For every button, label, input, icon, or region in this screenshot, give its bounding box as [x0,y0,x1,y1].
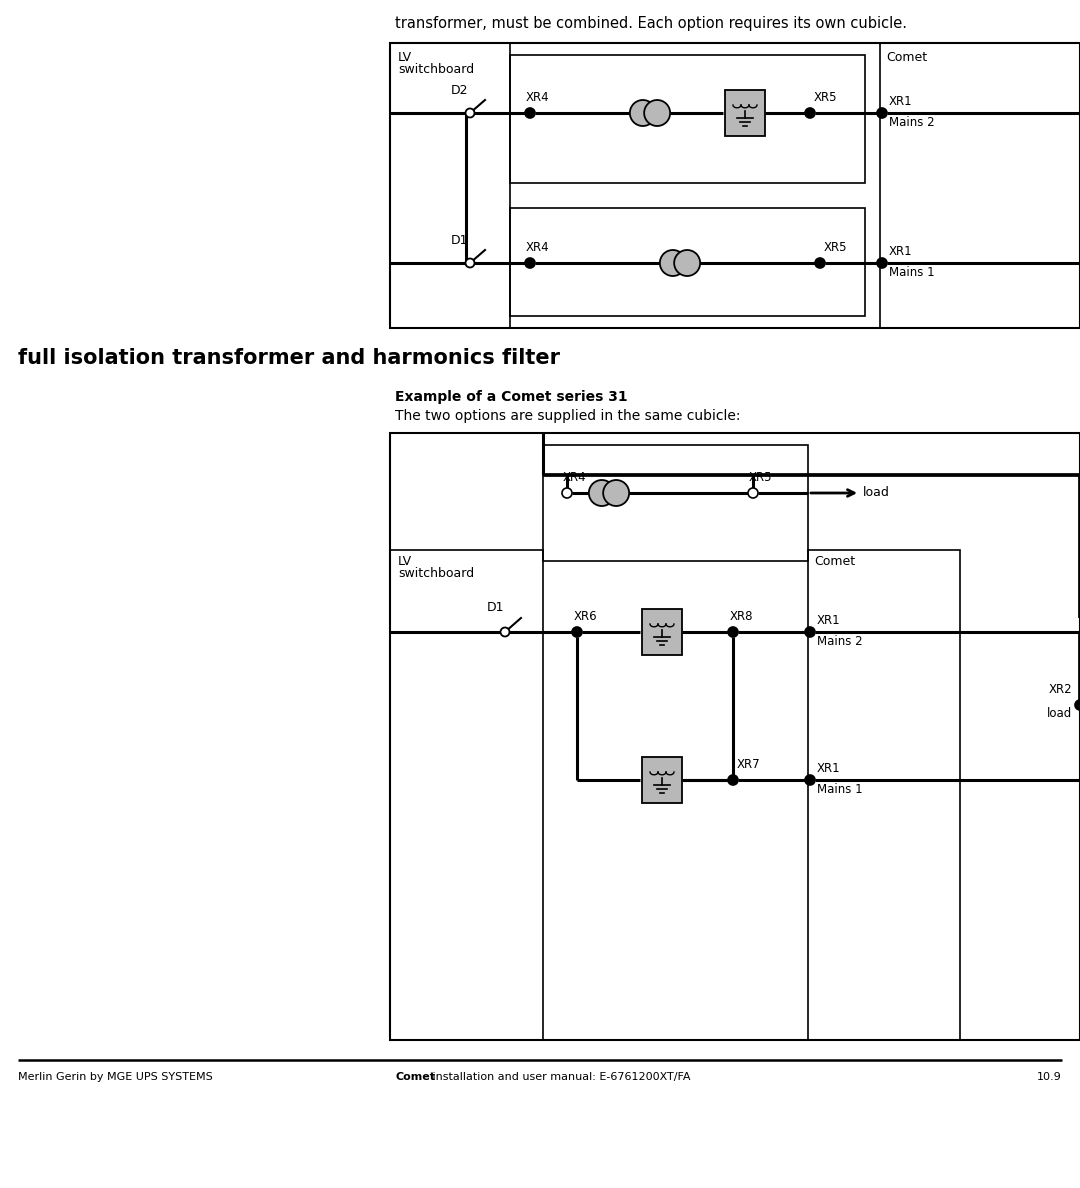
Bar [543,446,808,561]
Bar [642,757,681,803]
Bar [390,43,1080,328]
Circle shape [644,100,671,126]
Text: switchboard: switchboard [399,567,474,580]
Text: installation and user manual: E-6761200XT/FA: installation and user manual: E-6761200X… [429,1072,690,1082]
Text: XR8: XR8 [730,609,754,623]
Circle shape [562,488,572,498]
Circle shape [877,258,887,268]
Circle shape [805,627,815,637]
Circle shape [465,108,474,118]
Text: XR6: XR6 [573,609,597,623]
Text: Comet: Comet [814,555,855,568]
Text: Example of a Comet series 31: Example of a Comet series 31 [395,390,627,404]
Text: XR1: XR1 [889,95,913,108]
Circle shape [748,488,758,498]
Text: LV: LV [399,555,413,568]
Bar [510,208,865,316]
Bar [390,432,1080,1040]
Text: Comet: Comet [886,51,927,64]
Circle shape [630,100,656,126]
Text: XR1: XR1 [889,245,913,258]
Text: XR5: XR5 [750,470,772,484]
Circle shape [728,775,738,785]
Circle shape [1075,700,1080,710]
Text: Merlin Gerin by MGE UPS SYSTEMS: Merlin Gerin by MGE UPS SYSTEMS [18,1072,213,1082]
Text: Mains 1: Mains 1 [889,266,934,279]
Circle shape [660,249,686,276]
Text: D1: D1 [486,601,503,614]
Text: LV: LV [399,51,413,64]
Bar [725,90,765,135]
Text: Mains 2: Mains 2 [816,636,863,647]
Text: load: load [863,487,890,499]
Text: Mains 1: Mains 1 [816,783,863,796]
Circle shape [728,627,738,637]
Text: XR5: XR5 [824,241,848,254]
Circle shape [465,259,474,267]
Circle shape [500,627,510,637]
Circle shape [674,249,700,276]
Circle shape [815,258,825,268]
Circle shape [572,627,582,637]
Bar [880,43,1080,328]
Text: XR1: XR1 [816,762,840,775]
Text: XR5: XR5 [814,91,837,105]
Text: D2: D2 [451,84,469,97]
Text: XR2: XR2 [1049,683,1072,696]
Circle shape [805,108,815,118]
Text: Comet: Comet [395,1072,435,1082]
Circle shape [525,258,535,268]
Text: XR4: XR4 [563,470,586,484]
Bar [642,609,681,655]
Bar [808,550,960,1040]
Bar [510,55,865,183]
Text: XR1: XR1 [816,614,840,627]
Text: XR4: XR4 [526,241,550,254]
Circle shape [525,108,535,118]
Text: D1: D1 [451,234,469,247]
Text: full isolation transformer and harmonics filter: full isolation transformer and harmonics… [18,348,561,368]
Text: load: load [1047,707,1072,720]
Circle shape [603,480,630,506]
Text: Mains 2: Mains 2 [889,116,934,129]
Circle shape [589,480,615,506]
Text: The two options are supplied in the same cubicle:: The two options are supplied in the same… [395,409,741,423]
Text: 10.9: 10.9 [1037,1072,1062,1082]
Circle shape [877,108,887,118]
Text: transformer, must be combined. Each option requires its own cubicle.: transformer, must be combined. Each opti… [395,15,907,31]
Text: XR4: XR4 [526,91,550,105]
Circle shape [805,775,815,785]
Text: switchboard: switchboard [399,63,474,76]
Text: XR7: XR7 [737,758,760,771]
Bar [390,550,543,1040]
Bar [390,43,510,328]
